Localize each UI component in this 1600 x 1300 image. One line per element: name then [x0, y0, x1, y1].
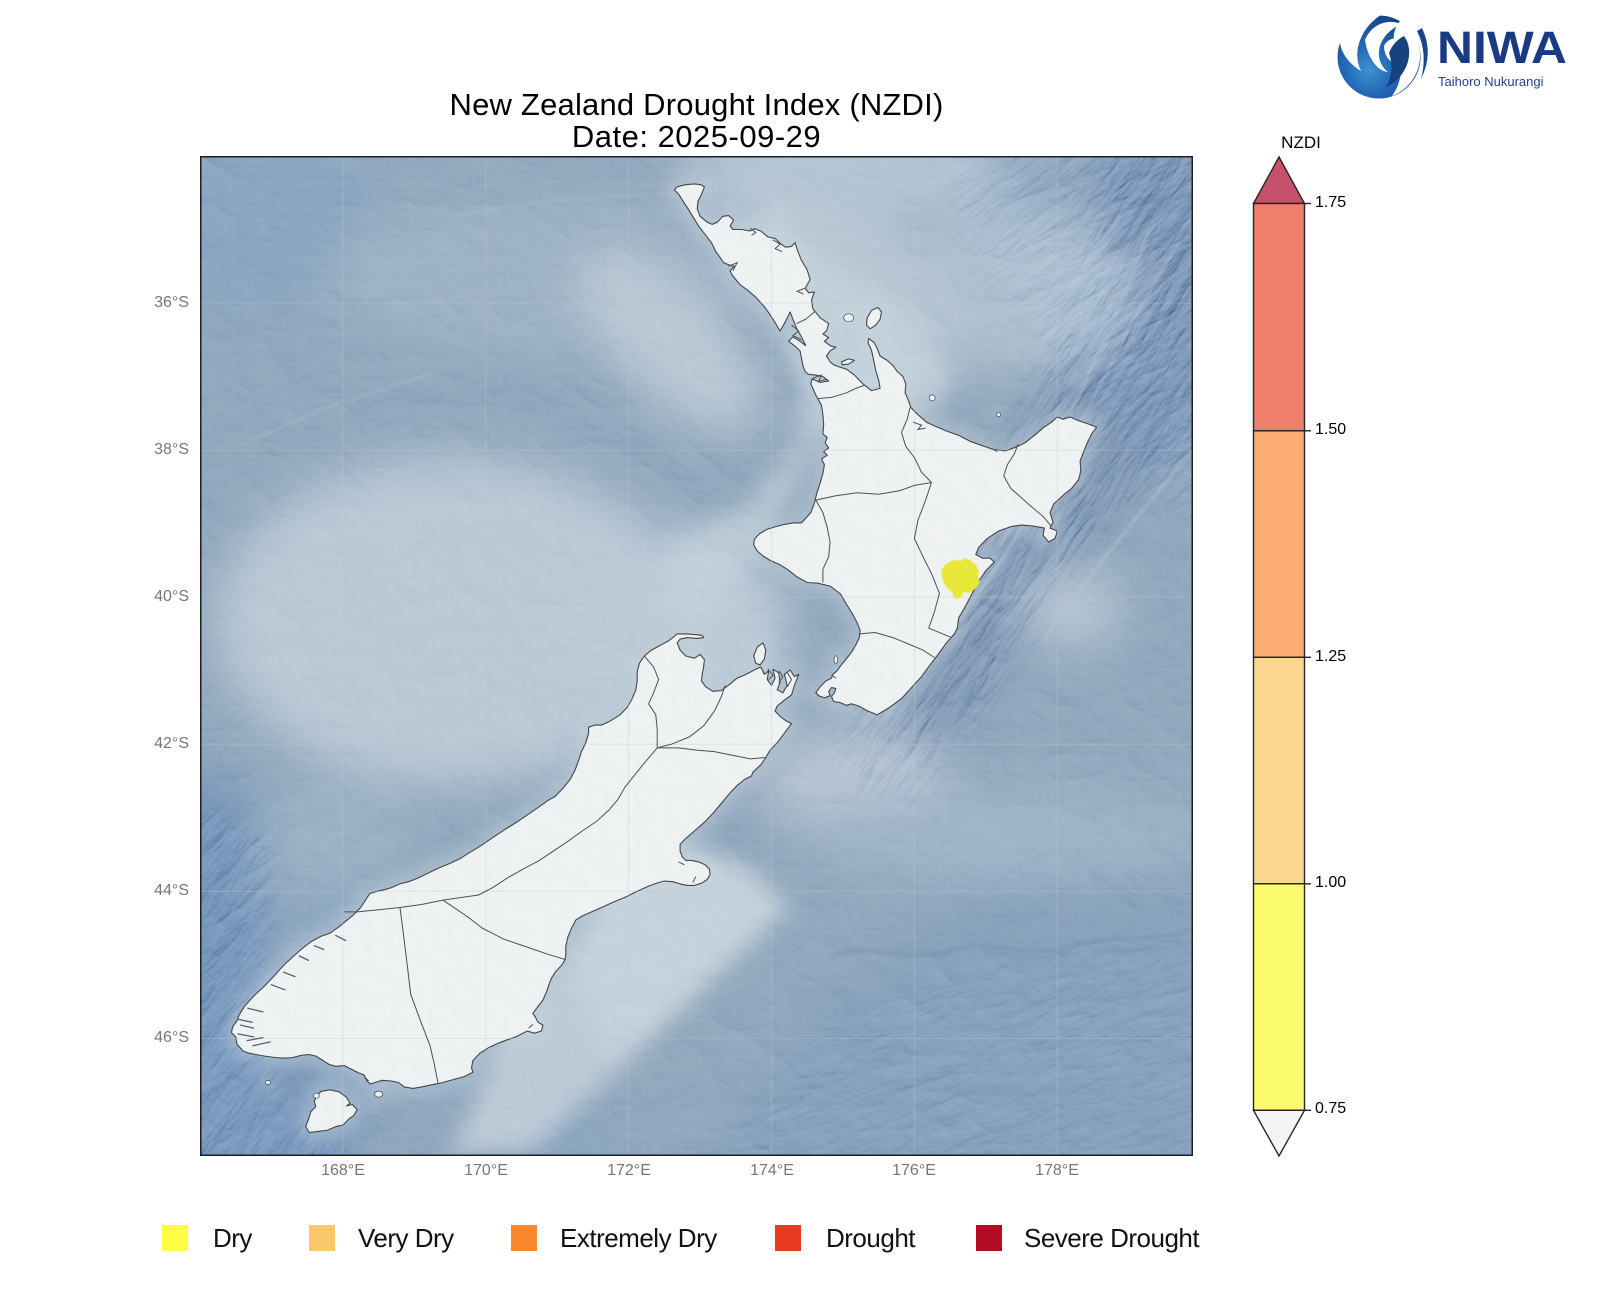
- svg-text:NIWA: NIWA: [1437, 22, 1567, 73]
- svg-text:Taihoro Nukurangi: Taihoro Nukurangi: [1438, 74, 1544, 89]
